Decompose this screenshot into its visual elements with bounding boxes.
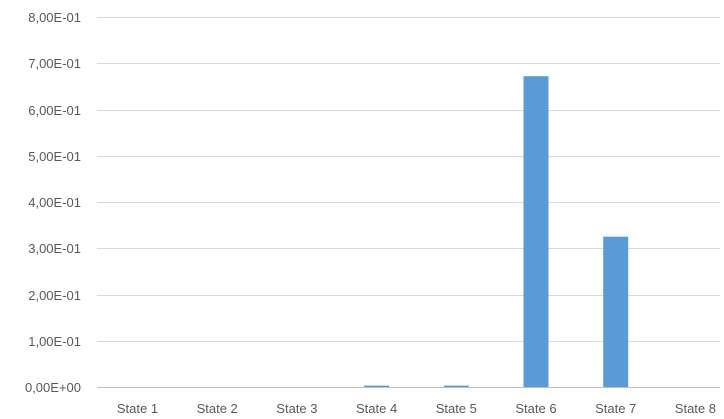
y-tick-label: 1,00E-01	[28, 334, 81, 349]
x-axis-tick-labels: State 1 State 2 State 3 State 4 State 5 State…	[117, 401, 716, 416]
x-tick-label: State 6	[515, 401, 556, 416]
bar-state-6	[523, 76, 549, 387]
x-tick-label: State 7	[595, 401, 636, 416]
y-tick-label: 8,00E-01	[28, 10, 81, 25]
bar-state-5	[443, 385, 469, 387]
x-tick-label: State 3	[276, 401, 317, 416]
bar-state-7	[603, 236, 629, 387]
y-tick-label: 7,00E-01	[28, 56, 81, 71]
bars	[364, 76, 629, 387]
x-tick-label: State 8	[675, 401, 716, 416]
y-tick-label: 6,00E-01	[28, 103, 81, 118]
y-tick-label: 3,00E-01	[28, 241, 81, 256]
x-tick-label: State 2	[197, 401, 238, 416]
y-tick-label: 0,00E+00	[25, 380, 81, 395]
y-tick-label: 5,00E-01	[28, 149, 81, 164]
x-tick-label: State 4	[356, 401, 397, 416]
gridlines	[97, 17, 720, 388]
y-axis-tick-labels: 0,00E+00 1,00E-01 2,00E-01 3,00E-01 4,00E-01…	[25, 10, 81, 395]
x-tick-label: State 1	[117, 401, 158, 416]
bar-state-4	[364, 385, 390, 387]
y-tick-label: 2,00E-01	[28, 288, 81, 303]
x-tick-label: State 5	[436, 401, 477, 416]
y-tick-label: 4,00E-01	[28, 195, 81, 210]
